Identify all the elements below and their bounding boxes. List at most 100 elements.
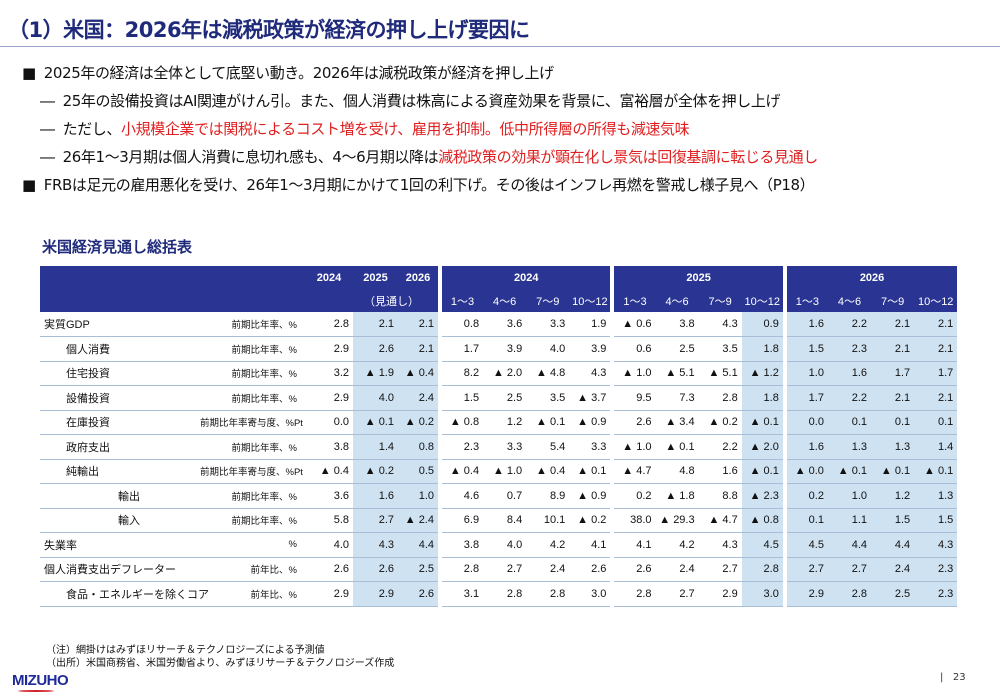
value-cell: 4.5 [741,532,785,558]
value-cell: 2.5 [655,336,699,362]
value-cell: 0.2 [782,483,828,509]
value-cell: 1.7 [871,361,915,386]
value-cell: 0.8 [398,434,440,460]
value-cell: 2.9 [305,385,353,411]
row-unit: 前期比年率、% [200,508,305,533]
value-cell: 1.3 [914,483,958,509]
value-cell: 0.1 [782,508,828,533]
row-label: 輸入 [40,508,200,533]
value-cell: 8.2 [437,361,484,386]
row-unit: 前期比年率、% [200,312,305,337]
value-cell: ▲ 0.1 [353,410,398,435]
table-row: 住宅投資 前期比年率、% 3.2 ▲ 1.9 ▲ 0.4 8.2 ▲ 2.0 ▲ 4.8 4.3… [40,361,958,386]
value-cell: 38.0 [610,508,656,533]
value-cell: ▲ 0.1 [914,459,958,484]
value-cell: 2.1 [871,385,915,411]
value-cell: 3.5 [526,385,570,411]
value-cell: 2.6 [398,581,440,607]
annual-header: 2026 [398,266,440,289]
value-cell: ▲ 3.7 [569,385,613,411]
value-cell: ▲ 3.4 [655,410,699,435]
value-cell: 1.2 [483,410,527,435]
value-cell: ▲ 1.0 [610,361,656,386]
value-cell: 1.6 [353,483,398,509]
value-cell: 3.8 [305,434,353,460]
quarter-header: 1～3 [610,289,656,312]
bullet-marker: ■ [22,176,36,194]
value-cell: 2.4 [526,557,570,582]
value-cell: 1.7 [914,361,958,386]
value-cell: 3.3 [526,312,570,337]
value-cell: 0.6 [610,336,656,362]
row-unit: 前期比年率寄与度、%Pt [200,459,305,484]
value-cell: 1.5 [914,508,958,533]
value-cell: 2.7 [698,557,742,582]
value-cell: 1.3 [827,434,872,460]
value-cell: 2.8 [610,581,656,607]
row-label: 輸出 [40,483,200,509]
annual-header: 2024 [305,266,353,289]
value-cell: 2.2 [827,312,872,337]
value-cell: 2.8 [526,581,570,607]
row-unit: 前期比年率、% [200,385,305,411]
value-cell: 2.3 [914,581,958,607]
value-cell: 2.8 [698,385,742,411]
value-cell: ▲ 1.0 [483,459,527,484]
value-cell: 2.1 [871,336,915,362]
value-cell: 3.8 [437,532,484,558]
value-cell: 2.5 [483,385,527,411]
table-row: 失業率% 4.0 4.3 4.4 3.8 4.0 4.2 4.1 4.1 4.2 4.3 4.5 4.5… [40,532,958,558]
value-cell: 2.6 [353,557,398,582]
value-cell: 4.0 [305,532,353,558]
row-unit: 前期比年率、% [200,336,305,362]
value-cell: 7.3 [655,385,699,411]
footnotes: （注）網掛けはみずほリサーチ＆テクノロジーズによる予測値 （出所）米国商務省、米… [46,644,394,670]
value-cell: 0.1 [871,410,915,435]
bullet-marker: ― [40,148,55,166]
value-cell: 1.6 [782,434,828,460]
forecast-table: 2024 2025 2026 2024 2025 2026 （見通し） 1～3 4～6 7～9 10… [40,266,958,607]
row-label: 純輸出 [40,459,200,484]
value-cell: ▲ 5.1 [698,361,742,386]
value-cell: 4.2 [526,532,570,558]
value-cell: ▲ 0.1 [741,459,785,484]
value-cell: 2.3 [437,434,484,460]
value-cell: 1.0 [398,483,440,509]
bullet-text: 25年の設備投資はAI関連がけん引。また、個人消費は株高による資産効果を背景に、… [62,92,781,110]
forecast-label: （見通し） [305,289,440,312]
value-cell: 2.1 [398,312,440,337]
value-cell: ▲ 2.0 [483,361,527,386]
row-label: 実質GDP [40,312,200,337]
value-cell: 1.2 [871,483,915,509]
value-cell: 4.6 [437,483,484,509]
row-unit: 前期比年率、% [200,361,305,386]
value-cell: 8.8 [698,483,742,509]
value-cell: ▲ 0.9 [569,483,613,509]
value-cell: 3.8 [655,312,699,337]
value-cell: 2.8 [741,557,785,582]
value-cell: 2.7 [827,557,872,582]
value-cell: 2.6 [569,557,613,582]
value-cell: ▲ 0.6 [610,312,656,337]
value-cell: ▲ 0.0 [782,459,828,484]
value-cell: ▲ 0.2 [398,410,440,435]
value-cell: 2.7 [353,508,398,533]
value-cell: 1.6 [698,459,742,484]
mizuho-logo: MIZUHO [12,672,69,692]
bullet-marker: ― [40,92,55,110]
table-row: 政府支出 前期比年率、% 3.8 1.4 0.8 2.3 3.3 5.4 3.3 ▲ 1.0 ▲ 0… [40,434,958,460]
value-cell: 2.1 [398,336,440,362]
value-cell: 2.8 [483,581,527,607]
table-row: 設備投資 前期比年率、% 2.9 4.0 2.4 1.5 2.5 3.5 ▲ 3.7 9.5 7.3… [40,385,958,411]
quarter-header: 7～9 [871,289,915,312]
value-cell: 5.4 [526,434,570,460]
value-cell: 2.9 [353,581,398,607]
row-label: 在庫投資 [40,410,200,435]
value-cell: 2.1 [353,312,398,337]
value-cell: 4.4 [871,532,915,558]
value-cell: 2.4 [655,557,699,582]
note: （注）網掛けはみずほリサーチ＆テクノロジーズによる予測値 [46,645,325,656]
value-cell: ▲ 0.1 [827,459,872,484]
value-cell: 2.9 [782,581,828,607]
value-cell: 3.6 [483,312,527,337]
